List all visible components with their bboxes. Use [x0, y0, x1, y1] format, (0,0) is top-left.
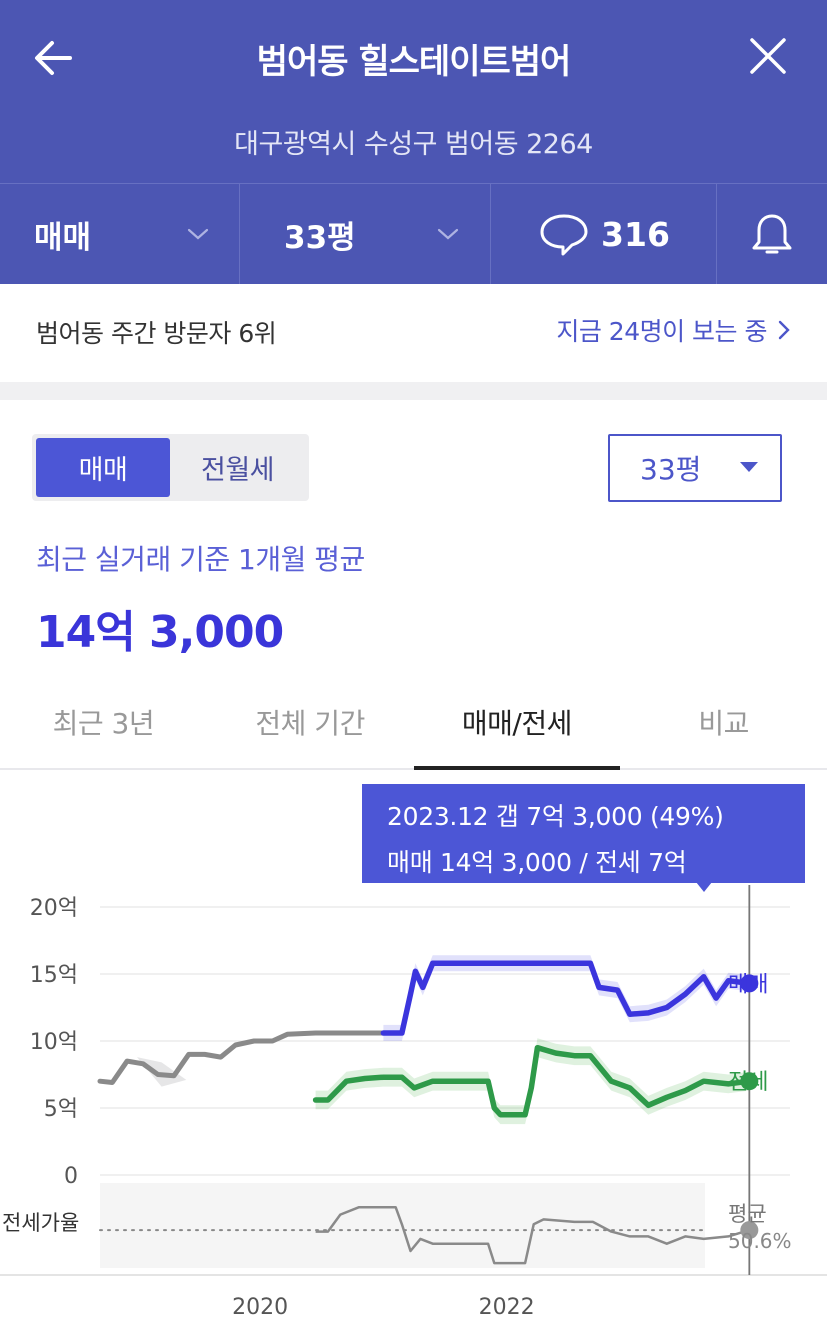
toggle-rent[interactable]: 전월세 [200, 455, 275, 486]
period-tabs: 최근 3년 전체 기간 매매/전세 비교 [0, 678, 827, 770]
trade-type-dropdown[interactable]: 매매 [0, 184, 240, 284]
tooltip-line-gap: 2023.12 갭 7억 3,000 (49%) [387, 802, 724, 831]
tab-sale-jeonse[interactable]: 매매/전세 [413, 678, 621, 770]
tooltip-tail [696, 882, 712, 892]
size-select[interactable]: 33평 [608, 434, 782, 502]
address-text: 대구광역시 수성구 범어동 2264 [234, 129, 593, 160]
filter-bar: 매매 33평 316 [0, 183, 827, 284]
y-tick-label: 10억 [30, 1030, 78, 1055]
chevron-down-icon [187, 228, 209, 240]
size-dropdown[interactable]: 33평 [240, 184, 491, 284]
size-label: 33평 [284, 219, 356, 256]
close-icon[interactable] [744, 32, 792, 80]
average-price: 14억 3,000 [36, 607, 284, 658]
chevron-down-icon [437, 228, 459, 240]
sale-end-label: 매매 [728, 972, 768, 997]
speech-bubble-icon [540, 214, 588, 256]
comment-count: 316 [601, 214, 670, 254]
y-tick-label: 15억 [30, 963, 78, 988]
bell-icon [752, 214, 792, 254]
page-title: 범어동 힐스테이트범어 [256, 42, 572, 82]
app-header: 범어동 힐스테이트범어 대구광역시 수성구 범어동 2264 매매 33평 31… [0, 0, 827, 284]
sale-price-line [380, 960, 753, 1036]
notification-button[interactable] [717, 184, 827, 284]
ratio-axis-label: 전세가율 [2, 1211, 79, 1235]
now-viewing-link[interactable]: 지금 24명이 보는 중 [556, 312, 791, 348]
toggle-sale[interactable]: 매매 [36, 438, 170, 497]
now-viewing-text: 지금 24명이 보는 중 [556, 317, 767, 346]
comments-button[interactable]: 316 [491, 184, 717, 284]
y-tick-label: 0 [64, 1164, 78, 1189]
tab-compare[interactable]: 비교 [698, 707, 749, 740]
chart-tooltip: 2023.12 갭 7억 3,000 (49%) 매매 14억 3,000 / … [362, 784, 805, 883]
jeonse-end-marker [740, 1072, 759, 1091]
visitor-strip: 범어동 주간 방문자 6위 지금 24명이 보는 중 [0, 284, 827, 382]
past-range-band [137, 1057, 187, 1087]
ratio-end-marker [740, 1221, 759, 1240]
jeonse-end-label: 전세 [728, 1070, 768, 1095]
x-tick-label: 2020 [232, 1295, 288, 1320]
sale-range-band [383, 955, 750, 1041]
visitor-rank: 범어동 주간 방문자 6위 [36, 319, 277, 348]
ratio-average-value: 50.6% [728, 1229, 792, 1253]
y-tick-label: 5억 [44, 1097, 78, 1122]
average-caption: 최근 실거래 기준 1개월 평균 [36, 543, 365, 576]
y-tick-label: 20억 [30, 896, 78, 921]
jeonse-ratio-line [315, 1206, 750, 1265]
trade-toggle: 매매 전월세 [32, 434, 309, 501]
size-select-value: 33평 [640, 453, 702, 486]
tab-all-period[interactable]: 전체 기간 [255, 707, 365, 740]
ratio-average-label: 평균 [728, 1202, 767, 1226]
caret-down-icon [740, 462, 758, 472]
back-arrow-icon[interactable] [30, 34, 78, 82]
chevron-right-icon [778, 320, 790, 340]
tooltip-line-prices: 매매 14억 3,000 / 전세 7억 [387, 848, 687, 877]
section-divider [0, 382, 827, 400]
jeonse-price-line [312, 1044, 753, 1118]
trade-type-label: 매매 [34, 219, 92, 256]
tab-recent-3y[interactable]: 최근 3년 [52, 707, 155, 740]
x-tick-label: 2022 [479, 1295, 535, 1320]
sale-end-marker [740, 974, 759, 993]
past-price-line [97, 1030, 386, 1085]
